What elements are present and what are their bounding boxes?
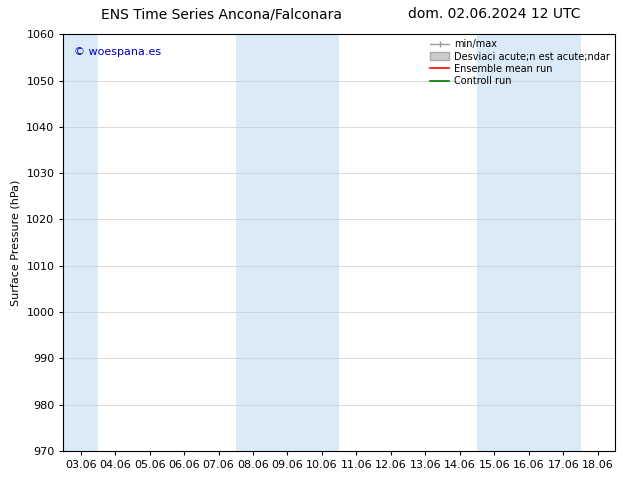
- Bar: [477, 34, 512, 451]
- Bar: [63, 34, 98, 451]
- Bar: [305, 34, 339, 451]
- Text: ENS Time Series Ancona/Falconara: ENS Time Series Ancona/Falconara: [101, 7, 342, 22]
- Bar: [512, 34, 546, 451]
- Bar: [546, 34, 581, 451]
- Text: © woespana.es: © woespana.es: [74, 47, 162, 57]
- Legend: min/max, Desviaci acute;n est acute;ndar, Ensemble mean run, Controll run: min/max, Desviaci acute;n est acute;ndar…: [430, 39, 610, 86]
- Y-axis label: Surface Pressure (hPa): Surface Pressure (hPa): [11, 179, 21, 306]
- Bar: [270, 34, 305, 451]
- Bar: [236, 34, 270, 451]
- Text: dom. 02.06.2024 12 UTC: dom. 02.06.2024 12 UTC: [408, 7, 581, 22]
